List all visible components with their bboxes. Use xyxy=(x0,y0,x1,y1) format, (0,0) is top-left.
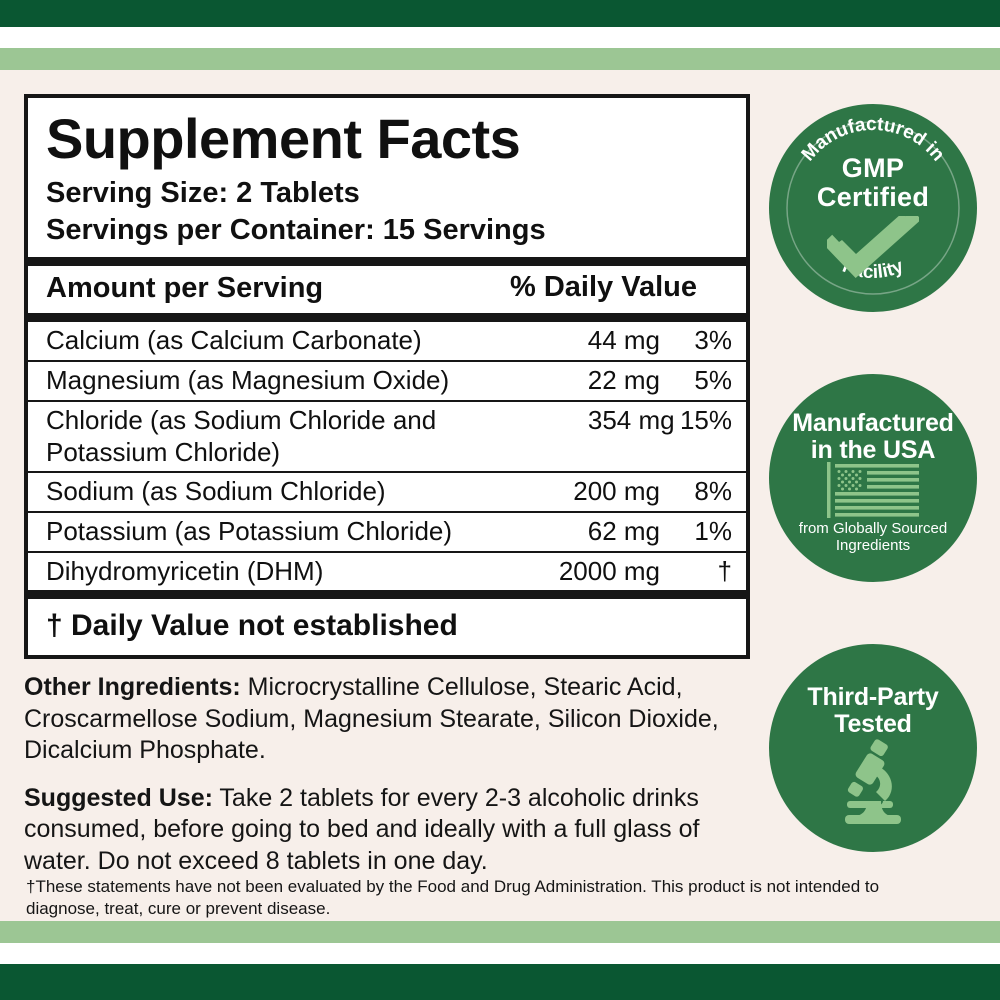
gmp-title-line1: GMP xyxy=(841,153,905,183)
daily-value-header: % Daily Value xyxy=(510,271,697,304)
usa-sub-line1: from Globally Sourced xyxy=(798,520,948,537)
nutrient-name: Dihydromyricetin (DHM) xyxy=(46,555,324,586)
table-row: Sodium (as Sodium Chloride) 200 mg 8% xyxy=(28,473,746,511)
nutrient-amount: 62 mg xyxy=(587,515,660,546)
nutrient-dv: 5% xyxy=(694,365,732,396)
nutrient-amount: 354 mg xyxy=(587,404,675,435)
row-divider xyxy=(28,471,746,474)
bottom-dark-green-band xyxy=(0,964,1000,1000)
bottom-white-band xyxy=(0,943,1000,964)
nutrient-dv: 3% xyxy=(694,325,732,356)
nutrient-name: Potassium (as Potassium Chloride) xyxy=(46,515,453,546)
gmp-badge-title: GMP Certified xyxy=(769,154,977,211)
header-divider-thick xyxy=(28,257,746,267)
usa-badge-title: Manufactured in the USA xyxy=(769,410,977,463)
row-divider xyxy=(28,360,746,363)
gmp-title-line2: Certified xyxy=(816,181,930,212)
table-row: Chloride (as Sodium Chloride and Potassi… xyxy=(28,402,746,471)
nutrient-dv: 15% xyxy=(679,404,732,435)
table-row: Dihydromyricetin (DHM) 2000 mg † xyxy=(28,553,746,591)
nutrient-dv: 8% xyxy=(694,476,732,507)
supplement-facts-panel: Supplement Facts Serving Size: 2 Tablets… xyxy=(24,94,750,660)
made-in-usa-badge: Manufactured in the USA xyxy=(769,374,977,582)
row-divider xyxy=(28,399,746,402)
nutrient-dv: † xyxy=(717,555,732,586)
serving-info: Serving Size: 2 Tablets Servings per Con… xyxy=(28,173,746,257)
tested-badge-title: Third-Party Tested xyxy=(769,684,977,737)
serving-size: Serving Size: 2 Tablets xyxy=(46,176,360,209)
nutrient-name: Calcium (as Calcium Carbonate) xyxy=(46,325,422,356)
tested-title-line1: Third-Party xyxy=(807,683,939,711)
table-row: Magnesium (as Magnesium Oxide) 22 mg 5% xyxy=(28,362,746,400)
usa-sub-line2: Ingredients xyxy=(835,537,911,555)
gmp-certified-badge: Manufactured in Facility GMP Certified xyxy=(769,104,977,312)
usa-title-line2: in the USA xyxy=(810,435,936,464)
table-header-row: Amount per Serving % Daily Value xyxy=(28,266,746,313)
other-ingredients-text: Microcrystalline Cellulose, Stearic Acid… xyxy=(24,673,719,764)
row-divider xyxy=(28,510,746,513)
nutrient-name: Sodium (as Sodium Chloride) xyxy=(46,476,386,507)
third-party-tested-badge: Third-Party Tested xyxy=(769,644,977,852)
suggested-use-paragraph: Suggested Use: Take 2 tablets for every … xyxy=(24,783,764,878)
supplement-facts-title: Supplement Facts xyxy=(46,107,521,170)
usa-flag-icon xyxy=(827,462,919,518)
other-ingredients-paragraph: Other Ingredients: Microcrystalline Cell… xyxy=(24,672,764,767)
nutrient-name: Magnesium (as Magnesium Oxide) xyxy=(46,365,450,396)
tested-title-line2: Tested xyxy=(834,709,912,738)
row-divider xyxy=(28,550,746,553)
suggested-use-text: Take 2 tablets for every 2-3 alcoholic d… xyxy=(24,783,700,875)
nutrient-dv: 1% xyxy=(694,515,732,546)
fda-disclaimer: †These statements have not been evaluate… xyxy=(26,877,880,919)
top-white-band xyxy=(0,27,1000,48)
table-row: Potassium (as Potassium Chloride) 62 mg … xyxy=(28,513,746,551)
nutrient-name: Chloride (as Sodium Chloride and Potassi… xyxy=(46,404,437,467)
other-ingredients-label: Other Ingredients: xyxy=(24,673,241,701)
nutrient-amount: 2000 mg xyxy=(558,555,660,586)
nutrient-amount: 22 mg xyxy=(587,365,660,396)
nutrient-amount: 200 mg xyxy=(573,476,660,507)
servings-per-container: Servings per Container: 15 Servings xyxy=(46,213,546,246)
bottom-light-green-band xyxy=(0,921,1000,943)
checkmark-icon xyxy=(827,216,919,278)
table-row: Calcium (as Calcium Carbonate) 44 mg 3% xyxy=(28,322,746,360)
usa-title-line1: Manufactured xyxy=(792,409,954,437)
daily-value-footnote: † Daily Value not established xyxy=(46,609,458,643)
top-light-green-band xyxy=(0,48,1000,70)
amount-per-serving-header: Amount per Serving xyxy=(46,272,324,305)
suggested-use-label: Suggested Use: xyxy=(24,783,213,812)
microscope-icon xyxy=(845,739,901,824)
top-dark-green-band xyxy=(0,0,1000,27)
usa-badge-subtitle: from Globally Sourced Ingredients xyxy=(769,520,977,555)
footnote-divider xyxy=(28,590,746,600)
nutrient-amount: 44 mg xyxy=(587,325,660,356)
ingredients-and-usage-block: Other Ingredients: Microcrystalline Cell… xyxy=(24,672,764,893)
table-header-divider xyxy=(28,313,746,323)
